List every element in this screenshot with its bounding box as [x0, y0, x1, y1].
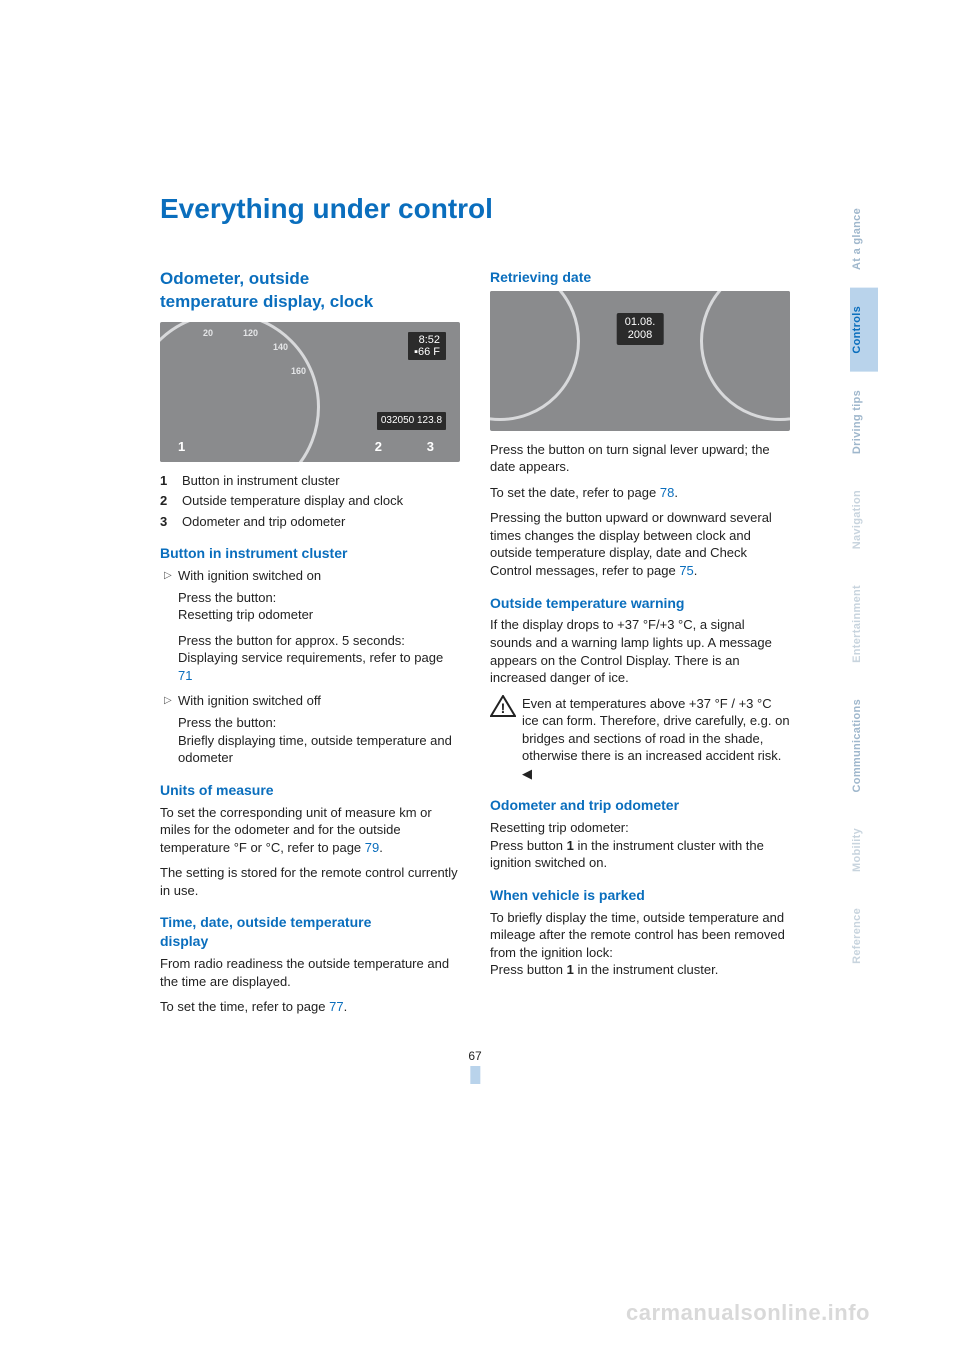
legend-num: 2	[160, 492, 182, 510]
units-heading: Units of measure	[160, 781, 460, 800]
clock-display: 8:52 ▪66 F	[408, 332, 446, 360]
right-gauge	[700, 291, 790, 421]
date-display: 01.08. 2008	[617, 313, 664, 345]
text-run: .	[344, 999, 348, 1014]
page-ref-link[interactable]: 75	[679, 563, 693, 578]
vehicle-parked-heading: When vehicle is parked	[490, 886, 790, 905]
text-run: To set the date, refer to page	[490, 485, 660, 500]
body-text: To briefly display the time, outside tem…	[490, 909, 790, 979]
page-number-bar	[470, 1066, 480, 1084]
text-run: To briefly display the time, outside tem…	[490, 910, 785, 960]
clock-time: 8:52	[414, 334, 440, 346]
tab-communications[interactable]: Communications	[850, 681, 878, 810]
tab-driving-tips[interactable]: Driving tips	[850, 372, 878, 472]
watermark: carmanualsonline.info	[626, 1298, 870, 1328]
heading-line: Odometer, outside	[160, 269, 309, 288]
body-text: Resetting trip odometer: Press button 1 …	[490, 819, 790, 872]
page-ref-link[interactable]: 78	[660, 485, 674, 500]
text-run: To set the corresponding unit of measure…	[160, 805, 432, 855]
tab-controls[interactable]: Controls	[850, 288, 878, 372]
instrument-cluster-figure: 20 120 140 160 8:52 ▪66 F 032050 123.8 1…	[160, 322, 460, 462]
body-text: To set the corresponding unit of measure…	[160, 804, 460, 857]
odometer-trip-heading: Odometer and trip odometer	[490, 796, 790, 815]
text-bold: 1	[567, 838, 574, 853]
text-run: .	[674, 485, 678, 500]
svg-text:!: !	[501, 700, 506, 716]
date-line: 2008	[625, 329, 656, 342]
legend-row: 2Outside temperature display and clock	[160, 492, 460, 510]
retrieving-date-heading: Retrieving date	[490, 268, 790, 287]
page-number-text: 67	[468, 1049, 481, 1063]
text-run: Press button	[490, 838, 567, 853]
bullet-item: ▷With ignition switched off	[164, 692, 460, 710]
text-run: .	[379, 840, 383, 855]
warning-block: ! Even at temperatures above +37 °F / +3…	[490, 695, 790, 783]
heading-line: temperature display, clock	[160, 292, 373, 311]
page-title: Everything under control	[160, 190, 790, 228]
bullet-item: ▷With ignition switched on	[164, 567, 460, 585]
section-odometer-heading: Odometer, outside temperature display, c…	[160, 268, 460, 314]
date-line: 01.08.	[625, 316, 656, 329]
callout-3: 3	[427, 438, 434, 456]
body-text: The setting is stored for the remote con…	[160, 864, 460, 899]
page-content: Everything under control Odometer, outsi…	[160, 190, 790, 1024]
button-cluster-heading: Button in instrument cluster	[160, 544, 460, 563]
text-bold: 1	[567, 962, 574, 977]
tab-mobility[interactable]: Mobility	[850, 810, 878, 890]
text-run: To set the time, refer to page	[160, 999, 329, 1014]
section-tabs: At a glance Controls Driving tips Naviga…	[850, 190, 878, 982]
right-column: Retrieving date 01.08. 2008 Press the bu…	[490, 268, 790, 1024]
body-text: Press the button: Briefly displaying tim…	[178, 714, 460, 767]
text-run: Pressing the button upward or downward s…	[490, 510, 772, 578]
legend-num: 1	[160, 472, 182, 490]
legend-row: 3Odometer and trip odometer	[160, 513, 460, 531]
body-text: If the display drops to +37 °F/+3 °C, a …	[490, 616, 790, 686]
text-run: Press the button for approx. 5 seconds: …	[178, 633, 443, 666]
body-text: Pressing the button upward or downward s…	[490, 509, 790, 579]
odometer-display: 032050 123.8	[377, 412, 446, 430]
tab-reference[interactable]: Reference	[850, 890, 878, 982]
triangle-bullet-icon: ▷	[164, 692, 178, 710]
tab-entertainment[interactable]: Entertainment	[850, 567, 878, 681]
callout-1: 1	[178, 438, 185, 456]
body-text: To set the time, refer to page 77.	[160, 998, 460, 1016]
page-ref-link[interactable]: 79	[365, 840, 379, 855]
legend-text: Button in instrument cluster	[182, 472, 340, 490]
bullet-text: With ignition switched off	[178, 692, 321, 710]
legend-text: Outside temperature display and clock	[182, 492, 403, 510]
body-text: To set the date, refer to page 78.	[490, 484, 790, 502]
tab-navigation[interactable]: Navigation	[850, 472, 878, 567]
figure-legend: 1Button in instrument cluster 2Outside t…	[160, 472, 460, 531]
body-text: Press the button for approx. 5 seconds: …	[178, 632, 460, 685]
two-column-layout: Odometer, outside temperature display, c…	[160, 268, 790, 1024]
triangle-bullet-icon: ▷	[164, 567, 178, 585]
clock-temp: ▪66 F	[414, 346, 440, 358]
body-text: From radio readiness the outside tempera…	[160, 955, 460, 990]
left-column: Odometer, outside temperature display, c…	[160, 268, 460, 1024]
warning-text: Even at temperatures above +37 °F / +3 °…	[522, 695, 790, 783]
legend-text: Odometer and trip odometer	[182, 513, 345, 531]
heading-line: display	[160, 933, 208, 949]
heading-line: Time, date, outside temperature	[160, 914, 371, 930]
body-text: Press the button on turn signal lever up…	[490, 441, 790, 476]
retrieving-date-figure: 01.08. 2008	[490, 291, 790, 431]
page-number: 67	[468, 1048, 481, 1084]
callout-2: 2	[375, 438, 382, 456]
text-run: in the instrument cluster.	[574, 962, 719, 977]
time-date-heading: Time, date, outside temperature display	[160, 913, 460, 951]
legend-num: 3	[160, 513, 182, 531]
outside-temp-warning-heading: Outside temperature warning	[490, 594, 790, 613]
text-run: .	[694, 563, 698, 578]
left-gauge	[490, 291, 580, 421]
page-ref-link[interactable]: 77	[329, 999, 343, 1014]
bullet-text: With ignition switched on	[178, 567, 321, 585]
body-text: Press the button: Resetting trip odomete…	[178, 589, 460, 624]
tab-at-a-glance[interactable]: At a glance	[850, 190, 878, 288]
warning-icon: !	[490, 695, 516, 717]
text-run: Press button	[490, 962, 567, 977]
text-run: Resetting trip odometer:	[490, 820, 629, 835]
page-ref-link[interactable]: 71	[178, 668, 192, 683]
legend-row: 1Button in instrument cluster	[160, 472, 460, 490]
